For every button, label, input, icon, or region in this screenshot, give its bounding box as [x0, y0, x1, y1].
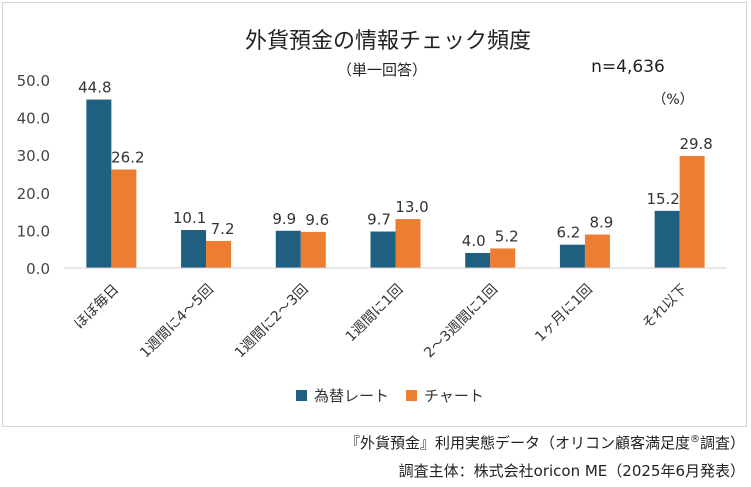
- y-tick-label: 30.0: [17, 147, 50, 165]
- unit-label: （%）: [652, 92, 693, 108]
- category-label: 1週間に4～5回: [137, 282, 217, 362]
- bar-rate: [275, 230, 301, 268]
- data-label: 15.2: [646, 190, 679, 208]
- legend-label-chart: チャート: [424, 387, 484, 405]
- bar-chart: [679, 155, 705, 268]
- data-label: 6.2: [556, 224, 580, 242]
- y-tick-label: 40.0: [17, 110, 50, 128]
- chart: 外貨預金の情報チェック頻度 （単一回答） n=4,636 （%） 0.0 10.0…: [17, 29, 727, 405]
- bar-chart: [395, 219, 421, 268]
- category-label: 1週間に2～3回: [232, 282, 312, 362]
- source-note: 『外貨預金』利用実態データ（オリコン顧客満足度®調査）: [345, 432, 745, 453]
- data-label: 13.0: [395, 198, 428, 216]
- legend-label-rate: 為替レート: [314, 387, 389, 405]
- legend: 為替レート チャート: [296, 387, 484, 405]
- bar-rate: [181, 230, 207, 268]
- data-label: 29.8: [679, 135, 712, 153]
- bar-rate: [559, 244, 585, 268]
- bars: 44.8 26.2 10.1 7.2 9.9 9.6 9.713.0 4.0 5.2 6.2 8.9…: [78, 79, 713, 268]
- source-prefix: 『外貨預金』利用実態データ（オリコン顧客満足度: [344, 434, 690, 452]
- bar-rate: [465, 252, 491, 268]
- category-label: それ以下: [640, 282, 691, 333]
- data-label: 9.9: [272, 210, 296, 228]
- y-axis: 0.0 10.0 20.0 30.0 40.0 50.0: [17, 72, 50, 278]
- y-tick-label: 0.0: [26, 260, 50, 278]
- bar-rate: [86, 99, 112, 268]
- data-label: 4.0: [462, 232, 486, 250]
- data-label: 7.2: [211, 220, 235, 238]
- legend-swatch-chart: [406, 390, 417, 401]
- chart-frame: [2, 2, 747, 427]
- chart-subtitle: （単一回答）: [337, 61, 427, 79]
- data-label: 9.7: [367, 211, 391, 229]
- y-tick-label: 10.0: [17, 222, 50, 240]
- bar-chart: [490, 248, 516, 268]
- legend-swatch-rate: [296, 390, 307, 401]
- category-label: 2～3週間に1回: [421, 282, 501, 362]
- category-label: 1ヶ月に1回: [532, 282, 596, 346]
- bar-rate: [370, 231, 396, 268]
- data-label: 26.2: [111, 148, 144, 166]
- chart-title: 外貨預金の情報チェック頻度: [245, 29, 531, 54]
- source-suffix: 調査）: [699, 434, 745, 452]
- y-tick-label: 50.0: [17, 72, 50, 90]
- bar-chart: [111, 169, 137, 268]
- bar-chart: [206, 240, 232, 268]
- category-label: ほぼ毎日: [71, 282, 122, 333]
- bar-chart: [584, 234, 610, 268]
- publisher-note: 調査主体：株式会社oricon ME（2025年6月発表）: [398, 462, 745, 480]
- x-axis: ほぼ毎日 1週間に4～5回 1週間に2～3回 1週間に1回 2～3週間に1回 1ヶ月に1回…: [64, 267, 727, 362]
- category-label: 1週間に1回: [343, 282, 407, 346]
- sample-size: n=4,636: [591, 57, 665, 77]
- bar-rate: [654, 210, 680, 268]
- bar-chart: [300, 231, 326, 268]
- data-label: 10.1: [173, 209, 206, 227]
- data-label: 9.6: [305, 211, 329, 229]
- data-label: 5.2: [495, 227, 519, 245]
- y-tick-label: 20.0: [17, 185, 50, 203]
- data-label: 8.9: [589, 214, 613, 232]
- registered-mark: ®: [689, 434, 700, 445]
- data-label: 44.8: [78, 79, 111, 97]
